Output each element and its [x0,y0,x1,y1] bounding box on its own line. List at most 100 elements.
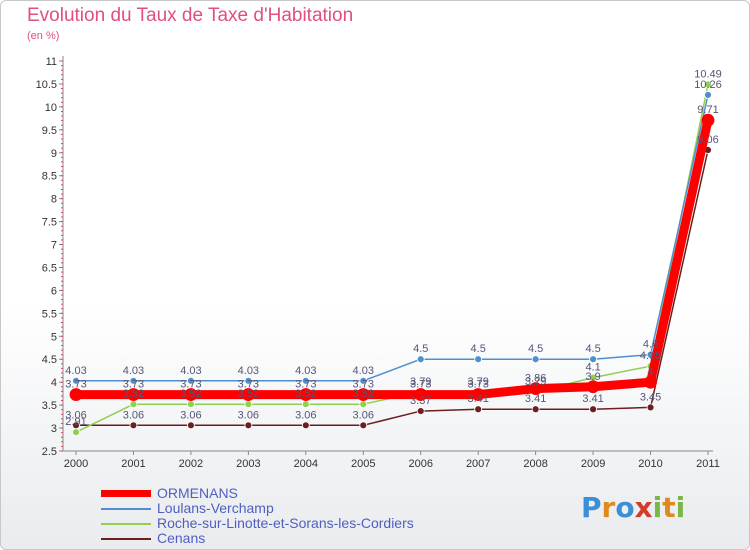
logo-letter: P [581,491,602,524]
data-point-cenans [531,405,540,414]
legend-swatch-cenans [101,538,151,540]
y-tick-label: 11 [46,56,57,68]
logo-letter: t [662,491,676,524]
data-label-roche-sur-linotte: 4.35 [640,350,661,362]
data-label-loulans-verchamp: 4.03 [123,365,144,377]
data-point-loulans-verchamp [301,376,310,385]
data-label-cenans: 3.41 [525,393,546,405]
data-label-ormenans: 3.73 [467,379,488,391]
data-point-cenans [589,405,597,414]
legend-label-roche-sur-linotte: Roche-sur-Linotte-et-Sorans-les-Cordiers [157,515,414,531]
x-tick-label: 2005 [351,458,375,470]
data-point-roche-sur-linotte [129,400,138,409]
data-point-roche-sur-linotte [704,80,712,89]
data-labels-layer: 3.06 3.06 3.06 3.06 3.06 3.06 3.37 3.41 3.41 3.41… [65,68,721,428]
series-line-cenans [76,149,709,427]
y-tick-label: 2.5 [42,446,57,458]
data-point-ormenans [529,382,543,396]
data-label-cenans: 3.45 [640,391,661,403]
data-point-cenans [474,405,483,414]
data-point-loulans-verchamp [589,355,597,364]
data-label-cenans: 3.06 [353,409,374,421]
data-label-ormenans: 3.73 [123,379,144,391]
x-tick-label: 2011 [696,458,720,470]
y-tick-label: 8.5 [42,171,57,183]
data-label-loulans-verchamp: 4.03 [353,365,374,377]
data-label-loulans-verchamp: 4.03 [295,365,316,377]
data-point-loulans-verchamp [187,376,195,385]
y-tick-label: 3.5 [42,400,57,412]
data-point-cenans [129,421,138,430]
data-label-roche-sur-linotte: 2.91 [65,416,86,428]
data-point-ormenans [356,388,370,401]
logo-letter: r [601,491,616,524]
data-point-ormenans [586,380,600,394]
x-tick-label: 2004 [294,458,318,470]
data-label-roche-sur-linotte: 4.1 [585,362,600,374]
data-label-ormenans: 3.86 [525,373,546,385]
data-label-roche-sur-linotte: 3.52 [295,388,316,400]
x-tick-label: 2002 [179,458,203,470]
y-tick-label: 7.5 [42,217,57,229]
x-tick-label: 2003 [236,458,260,470]
data-label-cenans: 3.06 [65,409,86,421]
data-label-roche-sur-linotte: 3.52 [123,388,144,400]
y-tick-label: 6 [51,285,57,297]
data-label-roche-sur-linotte: 3.52 [180,388,201,400]
y-tick-label: 7 [51,240,57,252]
y-tick-label: 6.5 [42,262,57,274]
logo-letter: o [615,491,635,524]
data-point-cenans [646,403,655,412]
y-tick-label: 9 [51,148,57,160]
data-label-roche-sur-linotte: 3.52 [353,388,374,400]
data-label-loulans-verchamp: 4.03 [65,365,86,377]
data-point-roche-sur-linotte [72,428,80,437]
data-point-roche-sur-linotte [244,400,253,409]
data-label-loulans-verchamp: 4.5 [471,343,486,355]
x-tick-label: 2006 [408,458,432,470]
data-label-cenans: 3.06 [180,409,201,421]
x-tick-label: 2008 [523,458,547,470]
data-point-loulans-verchamp [704,91,712,99]
y-tick-label: 4.5 [42,354,57,366]
data-point-loulans-verchamp [72,376,80,385]
data-label-cenans: 3.41 [467,393,488,405]
y-tick-label: 10.5 [36,79,57,91]
legend-swatch-ormenans [101,490,151,497]
y-tick-label: 8 [51,194,57,206]
data-point-ormenans [241,388,255,401]
data-label-ormenans: 3.9 [585,371,600,383]
data-point-ormenans [471,388,485,401]
legend-label-ormenans: ORMENANS [157,485,238,501]
data-point-loulans-verchamp [244,376,253,385]
data-point-cenans [187,421,195,430]
data-label-loulans-verchamp: 4.03 [180,365,201,377]
data-label-ormenans: 3.73 [410,379,431,391]
data-point-loulans-verchamp [129,376,138,385]
x-tick-label: 2009 [581,458,605,470]
data-label-ormenans: 3.73 [353,379,374,391]
data-label-cenans: 3.06 [295,409,316,421]
data-label-ormenans: 4 [647,366,653,378]
proxiti-logo: Proxiti [581,491,685,524]
data-point-roche-sur-linotte [359,400,368,409]
logo-letter: i [652,491,663,524]
data-point-ormenans [299,388,313,401]
data-label-cenans: 3.06 [238,409,259,421]
data-point-roche-sur-linotte [301,400,310,409]
data-label-loulans-verchamp: 4.5 [585,343,600,355]
legend-swatch-roche-sur-linotte [101,523,151,525]
data-point-cenans [244,421,253,430]
data-point-ormenans [127,388,140,401]
data-label-loulans-verchamp: 4.6 [643,339,658,351]
legend-label-cenans: Cenans [157,530,206,546]
data-point-ormenans [644,375,657,389]
data-label-roche-sur-linotte: 3.52 [238,388,259,400]
x-tick-label: 2010 [638,458,662,470]
unit-label: (en %) [27,30,60,42]
series-layer [69,80,715,437]
series-line-ormenans [76,119,713,400]
legend-swatch-loulans-verchamp [101,508,151,510]
x-tick-label: 2000 [64,458,88,470]
